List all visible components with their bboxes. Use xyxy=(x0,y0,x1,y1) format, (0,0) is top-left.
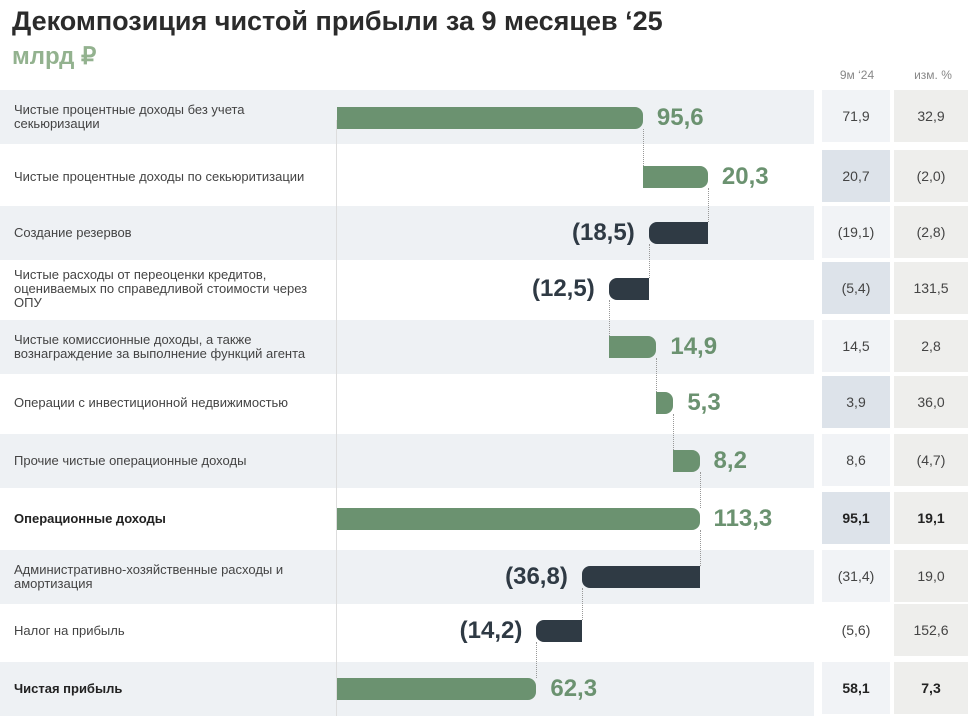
bar xyxy=(337,678,537,700)
row-label: Налог на прибыль xyxy=(14,623,125,638)
connector-line xyxy=(581,588,583,620)
prev-year-cell: 95,1 xyxy=(822,492,890,544)
change-cell: 32,9 xyxy=(894,90,968,142)
change-cell: 19,1 xyxy=(894,492,968,544)
connector-line xyxy=(707,188,709,222)
row-label: Чистые комиссионные доходы, а также возн… xyxy=(14,332,306,361)
row-label: Административно-хозяйственные расходы и … xyxy=(14,562,284,591)
bar xyxy=(656,392,674,414)
prev-year-cell: 8,6 xyxy=(822,434,890,486)
chart-axis xyxy=(336,120,337,716)
row-label: Прочие чистые операционные доходы xyxy=(14,453,247,468)
prev-year-cell: (5,6) xyxy=(822,604,890,656)
connector-line xyxy=(699,530,701,566)
bar xyxy=(337,107,643,129)
prev-year-cell: (5,4) xyxy=(822,262,890,314)
connector-line xyxy=(642,129,644,166)
column-header-change: изм. % xyxy=(914,68,952,82)
change-cell: (4,7) xyxy=(894,434,968,486)
prev-year-cell: 58,1 xyxy=(822,662,890,714)
unit-subtitle: млрд ₽ xyxy=(12,43,97,70)
bar xyxy=(648,222,708,244)
bar xyxy=(608,336,657,358)
value-label: 95,6 xyxy=(656,104,704,131)
value-label: 62,3 xyxy=(550,675,598,702)
row-label: Создание резервов xyxy=(14,225,132,240)
connector-line xyxy=(699,472,701,508)
bar xyxy=(673,450,700,472)
row-label: Чистые процентные доходы по секьюритизац… xyxy=(14,169,305,184)
value-label: (36,8) xyxy=(505,563,568,590)
bar xyxy=(337,508,700,530)
row-label: Чистые расходы от переоценки кредитов, о… xyxy=(14,267,308,310)
change-cell: 19,0 xyxy=(894,550,968,602)
change-cell: 7,3 xyxy=(894,662,968,714)
change-cell: 36,0 xyxy=(894,376,968,428)
bar xyxy=(642,166,708,188)
prev-year-cell: (19,1) xyxy=(822,206,890,258)
value-label: (12,5) xyxy=(531,275,595,302)
change-cell: (2,0) xyxy=(894,150,968,202)
value-label: (18,5) xyxy=(571,219,635,246)
row-label: Чистая прибыль xyxy=(14,681,123,696)
prev-year-cell: 71,9 xyxy=(822,90,890,142)
value-label: 14,9 xyxy=(670,333,718,360)
page-title: Декомпозиция чистой прибыли за 9 месяцев… xyxy=(12,6,663,36)
connector-line xyxy=(648,244,650,278)
connector-line xyxy=(536,642,538,678)
change-cell: 2,8 xyxy=(894,320,968,372)
bar xyxy=(581,566,700,588)
bar xyxy=(536,620,582,642)
row-label: Чистые процентные доходы без учета секью… xyxy=(14,102,245,131)
prev-year-cell: 14,5 xyxy=(822,320,890,372)
row-background xyxy=(0,320,814,374)
connector-line xyxy=(673,414,675,450)
prev-year-cell: 3,9 xyxy=(822,376,890,428)
prev-year-cell: (31,4) xyxy=(822,550,890,602)
bar xyxy=(608,278,649,300)
row-label: Операционные доходы xyxy=(14,511,166,526)
value-label: 113,3 xyxy=(713,505,773,532)
value-label: 8,2 xyxy=(713,447,747,474)
row-label: Операции с инвестиционной недвижимостью xyxy=(14,395,289,410)
value-label: 20,3 xyxy=(721,163,769,190)
change-cell: 131,5 xyxy=(894,262,968,314)
value-label: 5,3 xyxy=(687,389,721,416)
change-cell: 152,6 xyxy=(894,604,968,656)
change-cell: (2,8) xyxy=(894,206,968,258)
connector-line xyxy=(608,300,610,336)
connector-line xyxy=(656,358,658,392)
prev-year-cell: 20,7 xyxy=(822,150,890,202)
value-label: (14,2) xyxy=(459,617,523,644)
column-header-prev: 9м ‘24 xyxy=(839,68,875,82)
